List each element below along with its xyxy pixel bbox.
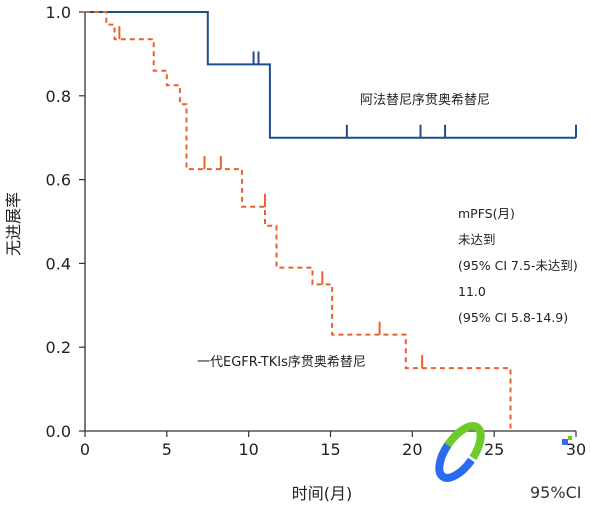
- series-2-curve: [85, 11, 512, 431]
- watermark-logo: [435, 422, 485, 482]
- series2-label: 一代EGFR-TKIs序贯奥希替尼: [197, 355, 366, 370]
- y-tick-label: 0.4: [46, 254, 71, 273]
- watermark-dot-blue: [562, 439, 568, 445]
- mpfs-ci-2: (95% CI 5.8-14.9): [458, 310, 568, 325]
- y-tick-label: 0.2: [46, 338, 71, 357]
- x-tick-label: 15: [320, 440, 340, 459]
- y-axis-title: 无进展率: [4, 192, 23, 256]
- y-tick-label: 0.0: [46, 422, 71, 441]
- x-tick-label: 30: [566, 440, 586, 459]
- x-tick-label: 0: [80, 440, 90, 459]
- x-tick-label: 5: [162, 440, 172, 459]
- y-tick-label: 1.0: [46, 3, 71, 22]
- y-tick-label: 0.8: [46, 87, 71, 106]
- mpfs-value-2: 11.0: [458, 284, 486, 299]
- mpfs-ci-1: (95% CI 7.5-未达到): [458, 258, 578, 273]
- y-tick-label: 0.6: [46, 171, 71, 190]
- mpfs-value-1: 未达到: [458, 232, 496, 247]
- x-axis-title: 时间(月): [292, 484, 353, 503]
- watermark-dot-green: [568, 436, 572, 440]
- x-tick-label: 25: [484, 440, 504, 459]
- watermark-ring-green: [435, 422, 485, 482]
- mpfs-title: mPFS(月): [458, 206, 515, 221]
- series-1-curve: [85, 11, 576, 139]
- series1-label: 阿法替尼序贯奥希替尼: [360, 93, 490, 108]
- watermark-text: 95%CI: [530, 483, 581, 502]
- x-tick-label: 20: [402, 440, 422, 459]
- x-tick-label: 10: [238, 440, 258, 459]
